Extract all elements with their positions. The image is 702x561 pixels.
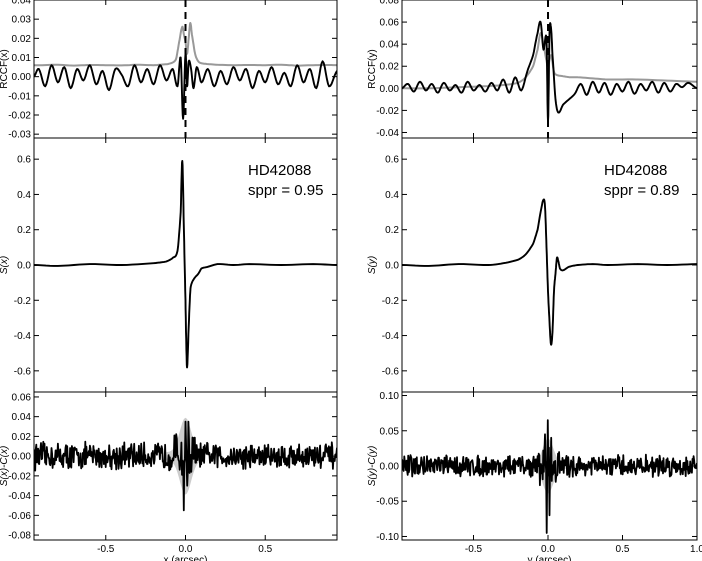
left-rccf-ytick-label: 0.02 [12,34,32,45]
right-s-ylabel: S(y) [367,256,378,274]
left-s-annotation: HD42088 [248,162,311,179]
left-s-series-black-line [34,159,337,369]
right-residual-ytick-label: 0.10 [380,391,400,402]
left-rccf-ytick-label: 0.00 [12,72,32,83]
left-s-ytick-label: 0.4 [17,190,31,201]
right-residual-xtick-label: 0.0 [541,544,555,555]
right-s-panel: -0.6 -0.4 -0.2 0.0 0.2 0.4 0.6 S(y) HD42088 sppr … [367,137,698,393]
right-rccf-ytick-label: 0.08 [380,0,400,7]
left-s-ytick-label: 0.2 [17,225,31,236]
left-residual-ytick-label: 0.02 [12,432,32,443]
left-rccf-ylabel: RCCF(x) [0,49,10,88]
left-residual-ylabel: S(x)-C(x) [0,446,10,487]
left-residual-ytick-label: 0.00 [12,452,32,463]
left-residual-ytick-label: -0.04 [8,491,31,502]
right-s-ytick-label: 0.0 [385,261,399,272]
right-rccf-ytick-label: 0.04 [380,40,400,51]
right-rccf-ylabel: RCCF(y) [367,49,378,88]
right-s-series-black-line [402,198,697,346]
left-rccf-series-black-line [34,52,337,120]
right-s-ytick-label: 0.2 [385,225,399,236]
left-residual-xlabel: x (arcsec) [164,555,208,561]
left-residual-ytick-label: -0.06 [8,511,31,522]
left-s-panel: -0.6 -0.4 -0.2 0.0 0.2 0.4 0.6 S(x) HD42088 sppr … [0,137,338,393]
left-residual-ytick-label: 0.04 [12,412,32,423]
right-rccf-series-black-line [402,20,697,123]
right-s-ytick-label: -0.2 [382,296,400,307]
left-s-ytick-label: -0.4 [14,331,32,342]
left-rccf-series-grey-line [34,22,337,67]
right-residual-xtick-label: 0.5 [616,544,630,555]
right-residual-ytick-label: -0.10 [376,532,399,543]
right-residual-xtick-label: -0.5 [465,544,483,555]
left-residual-panel: -0.08 -0.06 -0.04 -0.02 0.00 0.02 0.04 0.06 -0.5… [0,391,338,561]
left-residual-xtick-label: 0.5 [258,544,272,555]
left-s-ytick-label: -0.2 [14,296,32,307]
right-s-ytick-label: -0.6 [382,366,400,377]
left-residual-xtick-label: -0.5 [97,544,115,555]
right-residual-ytick-label: -0.05 [376,497,399,508]
left-rccf-ytick-label: 0.01 [12,53,32,64]
left-residual-ytick-label: -0.02 [8,471,31,482]
left-rccf-ytick-label: -0.02 [8,111,31,122]
right-residual-ytick-label: 0.00 [380,462,400,473]
right-residual-ytick-label: 0.05 [380,426,400,437]
right-rccf-ytick-label: -0.04 [376,128,399,139]
right-rccf-panel: -0.04 -0.02 0.00 0.02 0.04 0.06 0.08 RCCF(y) [367,0,698,139]
right-residual-frame [401,391,698,541]
left-residual-frame [33,391,338,541]
right-rccf-ytick-label: 0.00 [380,84,400,95]
left-residual-ytick-label: -0.08 [8,531,31,542]
left-s-ytick-label: -0.6 [14,366,32,377]
right-s-ytick-label: 0.6 [385,155,399,166]
left-s-ylabel: S(x) [0,256,10,274]
right-residual-residual-line [402,419,697,534]
right-s-annotation: HD42088 [604,162,667,179]
left-residual-residual-line [34,420,337,512]
left-rccf-ytick-label: 0.04 [12,0,32,7]
right-residual-xtick-label: 1.0 [690,544,702,555]
right-residual-ylabel: S(y)-C(y) [367,446,378,487]
left-s-ytick-label: 0.6 [17,155,31,166]
right-residual-xlabel: y (arcsec) [528,555,572,561]
right-rccf-ytick-label: -0.02 [376,106,399,117]
right-residual-panel: -0.10 -0.05 0.00 0.05 0.10 -0.5 0.0 0.5 1.0 S(y)-… [367,391,702,561]
left-residual-ytick-label: 0.06 [12,392,32,403]
right-rccf-ytick-label: 0.02 [380,62,400,73]
left-rccf-ytick-label: 0.03 [12,15,32,26]
left-residual-xtick-label: 0.0 [179,544,193,555]
left-rccf-ytick-label: -0.01 [8,91,31,102]
right-s-ytick-label: 0.4 [385,190,399,201]
right-s-annotation: sppr = 0.89 [604,182,679,199]
right-s-ytick-label: -0.4 [382,331,400,342]
left-s-annotation: sppr = 0.95 [248,182,323,199]
left-s-ytick-label: 0.0 [17,261,31,272]
left-rccf-panel: -0.03 -0.02 -0.01 0.00 0.01 0.02 0.03 0.04 RCCF(… [0,0,338,141]
left-rccf-ytick-label: -0.03 [8,130,31,141]
right-rccf-ytick-label: 0.06 [380,18,400,29]
